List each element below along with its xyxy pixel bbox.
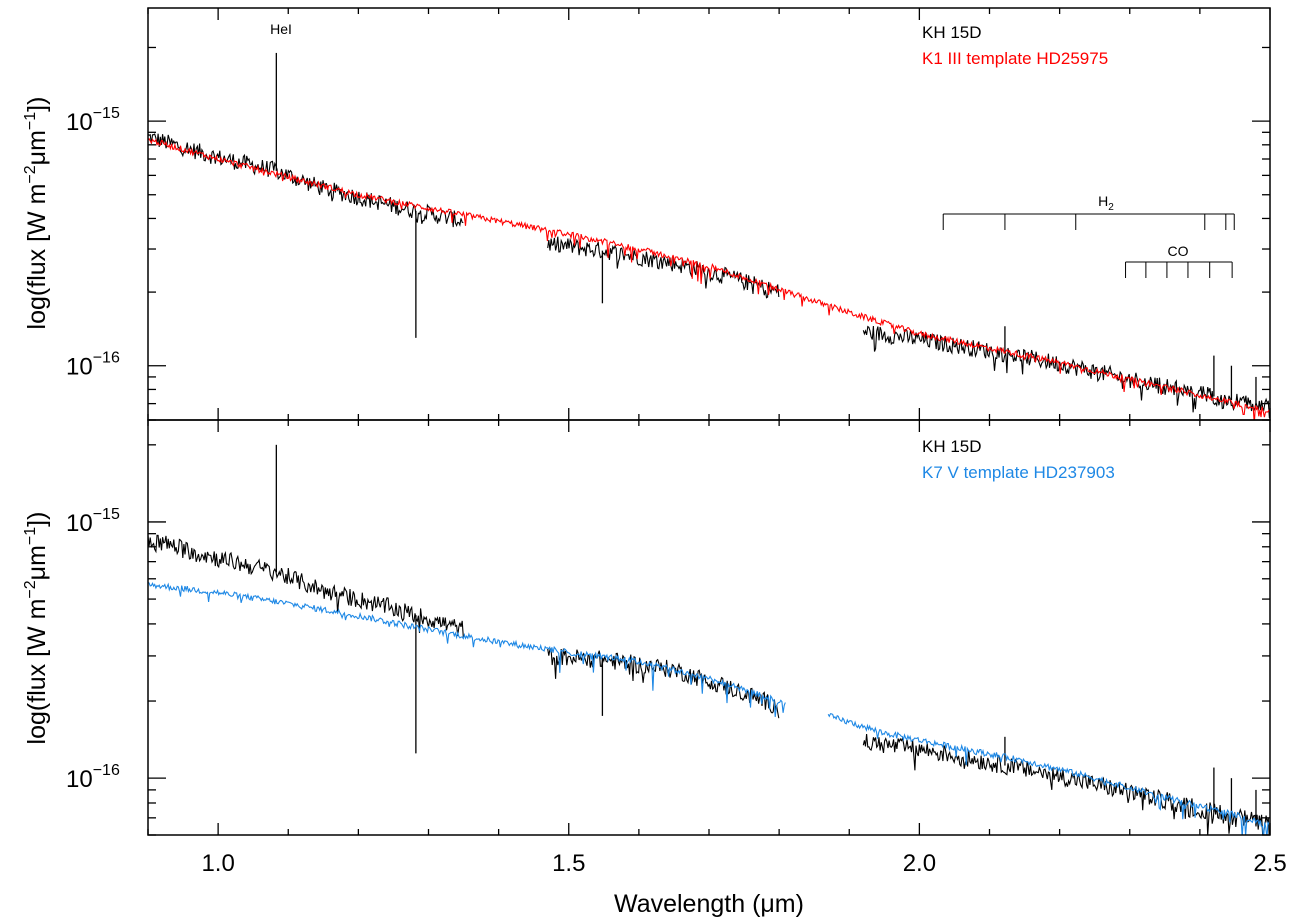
bottom-panel: 1.0 1.5 2.0 2.5 10−15 10−16 KH 15D K7 V templ…: [66, 419, 1287, 877]
legend-bottom-template: K7 V template HD237903: [922, 463, 1115, 482]
co-label: CO: [1168, 243, 1189, 259]
y-tick-label: 10−16: [66, 762, 120, 793]
template-spectrum-line-bottom: [148, 581, 1270, 835]
y-axis-label-bottom: log(flux [W m−2μm−1]): [22, 512, 51, 745]
top-axes: 10−15 10−16: [66, 7, 1271, 421]
template-spectrum-line-top: [148, 137, 1270, 420]
legend-top-template: K1 III template HD25975: [922, 49, 1108, 68]
kh15d-spectrum-line-top: [148, 133, 1270, 419]
h2-label: H2: [1098, 193, 1114, 213]
top-series-group: [148, 52, 1270, 420]
top-annotations: HeI H2 CO: [270, 21, 1235, 278]
legend-top-kh15d: KH 15D: [922, 23, 982, 42]
y-axis-label-top: log(flux [W m−2μm−1]): [22, 97, 51, 330]
y-tick-label: 10−16: [66, 350, 120, 381]
x-axis-label: Wavelength (μm): [614, 890, 804, 918]
y-tick-label: 10−15: [66, 105, 120, 136]
kh15d-spectrum-line-bottom: [148, 534, 1270, 835]
bottom-series-group: [148, 444, 1270, 835]
y-tick-label: 10−15: [66, 506, 120, 537]
x-tick-label: 2.0: [903, 850, 936, 877]
legend-bottom-kh15d: KH 15D: [922, 437, 982, 456]
hei-label: HeI: [270, 21, 292, 37]
bottom-axes: 1.0 1.5 2.0 2.5 10−15 10−16: [66, 419, 1287, 877]
bottom-axes-frame: [147, 419, 1271, 836]
x-tick-label: 2.5: [1253, 850, 1286, 877]
x-tick-label: 1.0: [201, 850, 234, 877]
top-panel: 10−15 10−16 HeI H2 CO KH 15D K1 III templ…: [66, 7, 1271, 421]
x-tick-label: 1.5: [552, 850, 585, 877]
